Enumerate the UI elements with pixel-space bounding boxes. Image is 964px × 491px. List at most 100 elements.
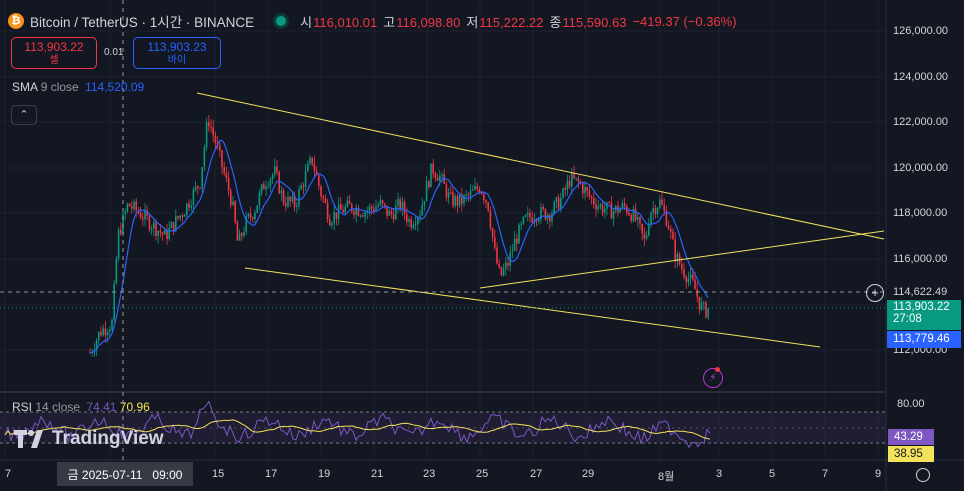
candle-body (157, 230, 159, 236)
candle-body (111, 320, 113, 330)
candle-body (205, 122, 208, 148)
candle-body (529, 212, 531, 218)
collapse-legend-button[interactable]: ⌃ (11, 105, 37, 125)
candle-body (293, 195, 296, 207)
candle-body (379, 200, 382, 206)
candle-body (168, 227, 170, 239)
candle-body (280, 190, 283, 194)
candle-body (102, 328, 104, 336)
candle-body (524, 215, 527, 217)
candle-body (480, 192, 483, 194)
sell-button[interactable]: 113,903.22 셀 (11, 37, 97, 69)
time-axis-label: 5 (769, 468, 776, 480)
time-axis-label: 23 (423, 468, 436, 480)
candle-body (571, 173, 573, 187)
candle-body (265, 186, 267, 190)
candle-body (276, 166, 278, 173)
candle-body (498, 263, 500, 268)
tradingview-logo[interactable]: TradingView (14, 428, 164, 450)
candle-body (593, 197, 595, 205)
candle-body (318, 175, 320, 187)
rsi-value: 74.41 (86, 400, 117, 414)
candle-body (520, 223, 522, 225)
tradingview-logo-text: TradingView (52, 428, 164, 449)
candle-body (194, 186, 197, 190)
candle-body (476, 186, 478, 190)
symbol-title[interactable]: Bitcoin / TetherUS · 1시간 · BINANCE (30, 15, 255, 30)
candle-body (223, 166, 225, 174)
rsi-axis-label: 80.00 (897, 398, 925, 410)
price-axis-label: 116,000.00 (893, 253, 948, 265)
candle-body (285, 203, 287, 207)
candle-body (643, 233, 646, 239)
candle-body (663, 204, 665, 211)
candle-body (188, 203, 190, 208)
candle-body (269, 179, 272, 187)
price-axis-label: 118,000.00 (893, 207, 948, 219)
candle-body (390, 211, 393, 215)
candle-body (689, 274, 692, 279)
time-axis-label: 27 (530, 468, 543, 480)
candle-body (274, 166, 276, 175)
candle-body (236, 222, 239, 241)
candle-body (687, 278, 690, 283)
candle-body (243, 231, 245, 236)
candle-body (542, 206, 544, 210)
settings-gear-icon[interactable] (916, 468, 930, 482)
candle-body (249, 214, 252, 218)
candle-body (362, 215, 364, 217)
candle-body (496, 247, 498, 264)
candle-body (267, 186, 269, 188)
candle-body (630, 215, 632, 222)
add-alert-icon[interactable]: + (866, 284, 884, 302)
candle-body (408, 219, 410, 222)
candle-body (115, 258, 118, 284)
candle-body (95, 340, 98, 351)
candle-body (516, 238, 518, 244)
candle-body (507, 262, 509, 266)
candle-body (540, 206, 542, 220)
candle-body (210, 126, 212, 128)
candle-body (623, 203, 626, 207)
candle-body (692, 274, 694, 280)
candle-body (595, 204, 597, 210)
candle-body (364, 212, 366, 217)
candle-body (423, 201, 426, 205)
candle-body (419, 215, 421, 218)
price-axis-label: 122,000.00 (893, 116, 949, 128)
candle-body (491, 227, 494, 238)
candle-body (632, 208, 635, 222)
candle-body (89, 352, 91, 354)
candle-body (175, 216, 177, 232)
candle-body (443, 174, 445, 184)
candle-body (436, 177, 439, 181)
candle-body (568, 180, 571, 187)
candle-body (271, 174, 274, 180)
rsi-legend[interactable]: RSI 14 close 74.41 70.96 (12, 400, 150, 414)
buy-button[interactable]: 113,903.23 바이 (133, 37, 221, 69)
price-axis-label: 120,000.00 (893, 162, 949, 174)
candle-body (406, 214, 408, 222)
candle-body (564, 188, 566, 190)
candle-body (117, 229, 120, 259)
market-status-icon[interactable] (276, 16, 287, 26)
candle-body (346, 200, 349, 207)
candle-body (700, 302, 703, 310)
lightning-icon[interactable]: ⚡ (703, 368, 723, 388)
candle-body (566, 180, 569, 190)
candle-body (599, 204, 602, 207)
sma-value: 114,520.09 (85, 80, 145, 94)
candle-body (150, 228, 153, 230)
candle-body (612, 211, 615, 219)
candle-body (291, 195, 294, 202)
sma-legend[interactable]: SMA 9 close 114,520.09 (12, 80, 144, 94)
price-change: −419.37 (−0.36%) (632, 13, 737, 29)
candle-body (665, 210, 668, 226)
sell-price: 113,903.22 (24, 40, 84, 54)
candle-body (241, 233, 243, 236)
candle-body (388, 211, 390, 216)
candle-body (298, 189, 300, 206)
candle-body (401, 202, 404, 209)
spread-value: 0.01 (104, 47, 124, 58)
